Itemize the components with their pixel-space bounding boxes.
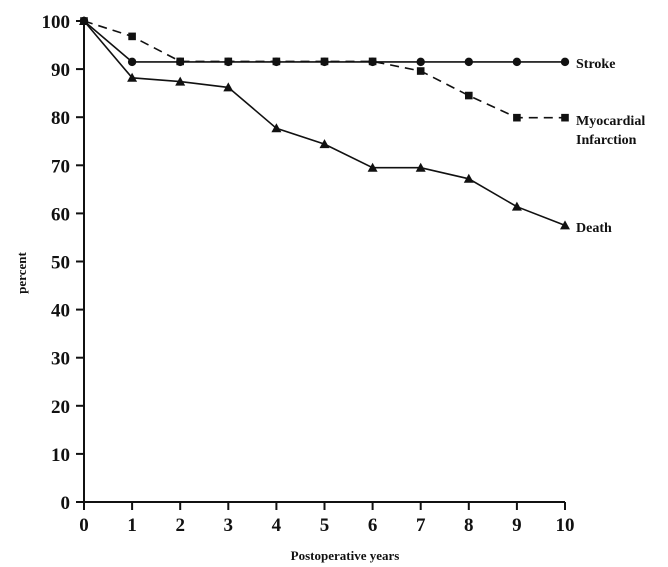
x-tick-label: 4 — [272, 515, 282, 536]
point-death — [319, 139, 330, 149]
x-tick-label: 8 — [464, 515, 474, 536]
y-tick-label: 50 — [51, 253, 70, 274]
point-mi — [176, 57, 184, 66]
y-tick-label: 40 — [51, 301, 70, 322]
point-mi — [128, 32, 136, 41]
series-label-mi: Infarction — [576, 133, 637, 148]
point-mi — [368, 57, 377, 66]
point-mi — [272, 57, 281, 66]
x-tick-label: 3 — [224, 515, 234, 536]
point-death — [463, 173, 474, 183]
x-tick-label: 10 — [556, 515, 575, 536]
series-label-stroke: Stroke — [576, 57, 615, 72]
y-tick-label: 20 — [51, 397, 70, 418]
series-line-mi — [83, 20, 565, 119]
series-label-death: Death — [576, 221, 612, 236]
y-axis-title: percent — [14, 252, 29, 294]
point-mi — [224, 57, 233, 66]
series-label-mi: Myocardial — [576, 114, 645, 129]
point-mi — [465, 91, 473, 100]
x-tick-label: 0 — [79, 515, 89, 536]
x-tick-label: 7 — [416, 515, 426, 536]
series-labels: Stroke Myocardial Infarction Death — [576, 57, 645, 236]
y-tick-label: 60 — [51, 204, 70, 225]
point-death — [175, 76, 186, 86]
point-stroke — [464, 57, 473, 67]
x-tick-label: 5 — [320, 515, 330, 536]
point-mi — [416, 67, 425, 75]
point-mi — [320, 57, 329, 66]
x-tick-label: 1 — [127, 515, 137, 536]
y-tick-label: 30 — [51, 349, 70, 370]
y-tick-label: 10 — [51, 445, 70, 466]
y-tick-label: 0 — [61, 493, 71, 514]
point-stroke — [560, 57, 570, 67]
series-line-stroke — [83, 20, 565, 63]
point-death — [223, 82, 234, 92]
y-tick-label: 70 — [51, 156, 70, 177]
point-death — [511, 201, 522, 211]
x-axis-title: Postoperative years — [291, 548, 400, 563]
x-tick-label: 6 — [368, 515, 378, 536]
point-stroke — [512, 57, 522, 67]
point-death — [560, 220, 570, 230]
point-death — [271, 123, 282, 133]
x-tick-label: 9 — [512, 515, 522, 536]
y-tick-label: 100 — [42, 12, 71, 33]
point-mi — [513, 113, 521, 122]
y-axis-ticks: 0 10 20 30 40 50 60 70 80 90 100 — [42, 12, 84, 514]
point-death — [367, 162, 378, 172]
y-tick-label: 90 — [51, 60, 70, 81]
point-stroke — [416, 57, 425, 67]
y-tick-label: 80 — [51, 108, 70, 129]
point-mi — [561, 113, 569, 122]
point-stroke — [127, 57, 137, 67]
x-tick-label: 2 — [175, 515, 185, 536]
point-death — [415, 162, 426, 172]
series-layer — [79, 16, 570, 230]
series-line-death — [83, 20, 566, 227]
x-axis-ticks: 0 1 2 3 4 5 6 7 8 9 10 — [79, 502, 575, 536]
point-death — [127, 72, 138, 82]
